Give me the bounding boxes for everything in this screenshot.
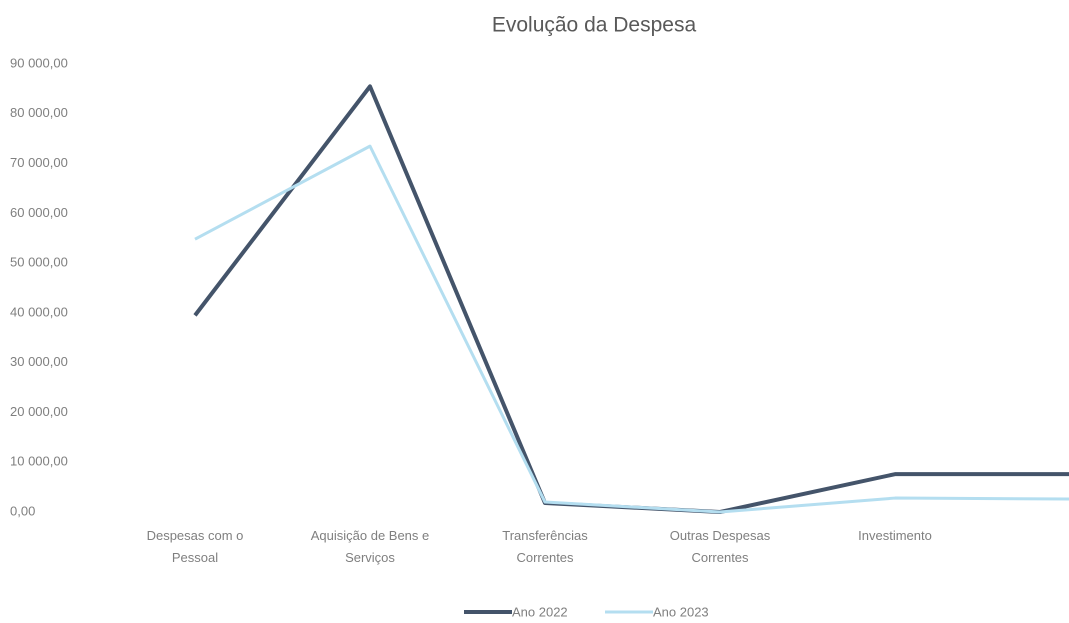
y-tick-label: 10 000,00 [10, 454, 68, 469]
x-tick-label: Despesas com o Pessoal [147, 528, 244, 565]
y-tick-label: 60 000,00 [10, 205, 68, 220]
x-tick-label-line: Pessoal [172, 550, 218, 565]
x-tick-label-line: Despesas com o [147, 528, 244, 543]
x-tick-label-line: Aquisição de Bens e [311, 528, 430, 543]
chart-title: Evolução da Despesa [492, 14, 697, 37]
y-tick-label: 70 000,00 [10, 155, 68, 170]
y-tick-label: 30 000,00 [10, 354, 68, 369]
y-tick-label: 0,00 [10, 503, 35, 518]
y-tick-label: 90 000,00 [10, 55, 68, 70]
x-tick-label: Investimento [858, 528, 932, 543]
x-tick-label-line: Correntes [691, 550, 749, 565]
x-tick-label-line: Investimento [858, 528, 932, 543]
x-tick-label: Outras Despesas Correntes [670, 528, 771, 565]
legend-label: Ano 2023 [653, 604, 709, 619]
x-tick-label-line: Transferências [502, 528, 588, 543]
series-line [193, 84, 1069, 514]
y-tick-label: 40 000,00 [10, 304, 68, 319]
x-tick-label-line: Outras Despesas [670, 528, 771, 543]
legend-label: Ano 2022 [512, 604, 568, 619]
series-line [194, 144, 1069, 514]
x-tick-label-line: Correntes [516, 550, 574, 565]
y-tick-label: 80 000,00 [10, 105, 68, 120]
x-tick-label-line: Serviços [345, 550, 395, 565]
x-tick-label: Aquisição de Bens e Serviços [311, 528, 430, 565]
y-tick-label: 50 000,00 [10, 255, 68, 270]
y-tick-label: 20 000,00 [10, 404, 68, 419]
x-tick-label: Transferências Correntes [502, 528, 588, 565]
